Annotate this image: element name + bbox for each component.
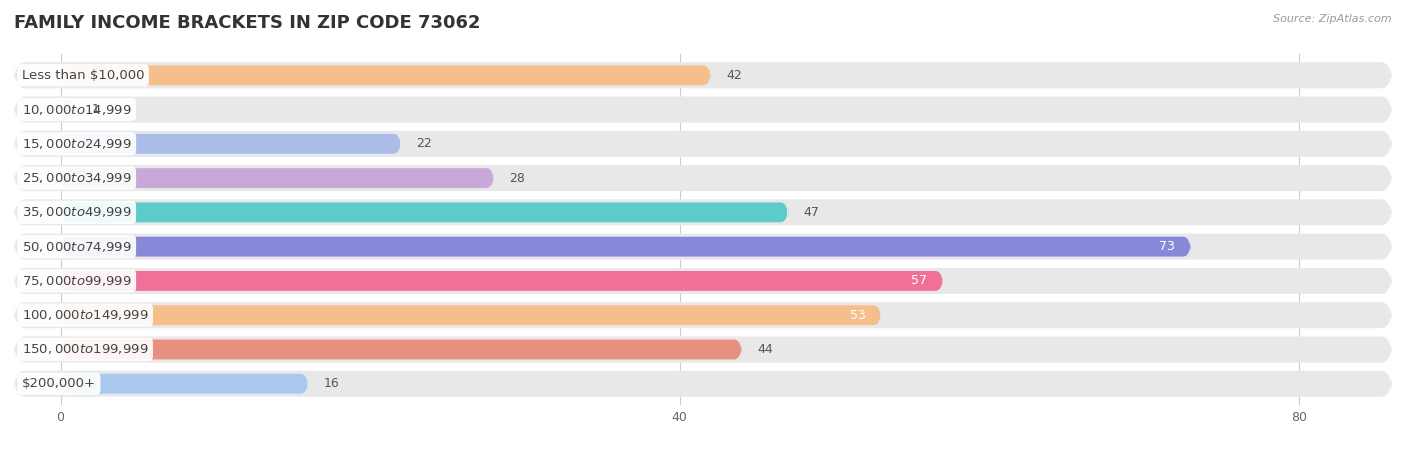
Text: 44: 44 [758,343,773,356]
FancyBboxPatch shape [60,374,308,394]
FancyBboxPatch shape [14,302,1392,328]
FancyBboxPatch shape [60,65,711,85]
Text: 28: 28 [509,171,526,184]
FancyBboxPatch shape [14,268,1392,294]
FancyBboxPatch shape [14,165,1392,191]
Text: 53: 53 [849,309,866,322]
Text: 42: 42 [727,69,742,82]
Text: $25,000 to $34,999: $25,000 to $34,999 [22,171,132,185]
Text: $75,000 to $99,999: $75,000 to $99,999 [22,274,132,288]
Text: $200,000+: $200,000+ [22,377,96,390]
FancyBboxPatch shape [14,131,1392,157]
Text: $100,000 to $149,999: $100,000 to $149,999 [22,308,149,322]
FancyBboxPatch shape [60,305,882,325]
FancyBboxPatch shape [60,202,789,222]
Text: 73: 73 [1160,240,1175,253]
Text: $35,000 to $49,999: $35,000 to $49,999 [22,205,132,219]
FancyBboxPatch shape [60,134,401,154]
FancyBboxPatch shape [60,237,1191,256]
FancyBboxPatch shape [60,340,742,360]
Text: 22: 22 [416,137,432,150]
FancyBboxPatch shape [60,271,943,291]
Text: Source: ZipAtlas.com: Source: ZipAtlas.com [1274,14,1392,23]
Text: 1: 1 [91,103,100,116]
FancyBboxPatch shape [14,337,1392,363]
FancyBboxPatch shape [14,199,1392,225]
Text: $15,000 to $24,999: $15,000 to $24,999 [22,137,132,151]
Text: $50,000 to $74,999: $50,000 to $74,999 [22,240,132,254]
FancyBboxPatch shape [14,234,1392,260]
Text: 57: 57 [911,274,928,288]
FancyBboxPatch shape [14,371,1392,397]
FancyBboxPatch shape [14,62,1392,88]
Text: FAMILY INCOME BRACKETS IN ZIP CODE 73062: FAMILY INCOME BRACKETS IN ZIP CODE 73062 [14,14,481,32]
Text: Less than $10,000: Less than $10,000 [22,69,145,82]
Text: 47: 47 [804,206,820,219]
FancyBboxPatch shape [60,99,76,119]
Text: $10,000 to $14,999: $10,000 to $14,999 [22,103,132,117]
Text: 16: 16 [323,377,339,390]
Text: $150,000 to $199,999: $150,000 to $199,999 [22,342,149,356]
FancyBboxPatch shape [60,168,494,188]
FancyBboxPatch shape [14,96,1392,122]
